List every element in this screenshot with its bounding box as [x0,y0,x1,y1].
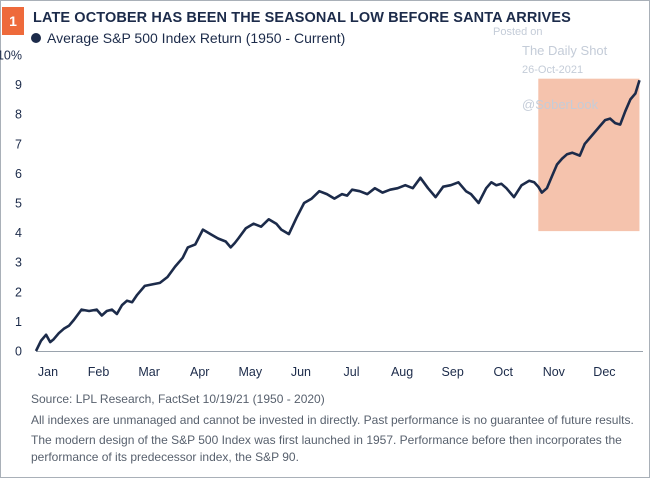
x-tick-label: Mar [138,365,160,379]
x-tick-label: Dec [593,365,615,379]
x-tick-label: May [239,365,263,379]
y-tick-label: 7 [15,137,22,151]
series-line-sp500 [34,79,641,352]
y-tick-label: 2 [15,285,22,299]
x-tick-label: Sep [442,365,464,379]
watermark-posted: Posted on [493,26,543,38]
y-tick-label: 8 [15,108,22,122]
y-tick-labels: 0 1 2 3 4 5 6 7 8 9 10% [0,49,22,359]
y-tick-label: 1 [15,315,22,329]
x-tick-label: Jul [344,365,360,379]
x-tick-label: Apr [190,365,209,379]
y-tick-label: 10% [0,49,22,63]
x-tick-label: Jan [38,365,58,379]
y-tick-label: 5 [15,197,22,211]
footer-index-note: The modern design of the S&P 500 Index w… [31,433,622,464]
legend-label: Average S&P 500 Index Return (1950 - Cur… [47,30,346,46]
figure-number-badge: 1 [2,7,24,35]
footer-source: Source: LPL Research, FactSet 10/19/21 (… [31,392,325,406]
x-tick-label: Aug [391,365,413,379]
x-tick-label: Feb [88,365,110,379]
y-tick-label: 6 [15,167,22,181]
x-tick-label: Nov [543,365,566,379]
x-tick-label: Oct [494,365,514,379]
chart-title: LATE OCTOBER HAS BEEN THE SEASONAL LOW B… [33,10,571,26]
footer-disclaimer: All indexes are unmanaged and cannot be … [31,413,634,427]
watermark-handle: @SoberLook [522,97,599,112]
y-tick-label: 9 [15,78,22,92]
y-tick-label: 0 [15,345,22,359]
y-tick-label: 3 [15,256,22,270]
y-tick-label: 4 [15,226,22,240]
watermark-source: The Daily Shot [522,43,608,58]
x-tick-labels: Jan Feb Mar Apr May Jun Jul Aug Sep Oct Nov Dec [38,365,616,379]
seasonal-highlight-box [538,78,640,232]
x-tick-label: Jun [291,365,311,379]
watermark-date: 26-Oct-2021 [522,64,584,76]
legend-dot-icon [31,33,41,43]
legend: Average S&P 500 Index Return (1950 - Cur… [31,30,345,46]
